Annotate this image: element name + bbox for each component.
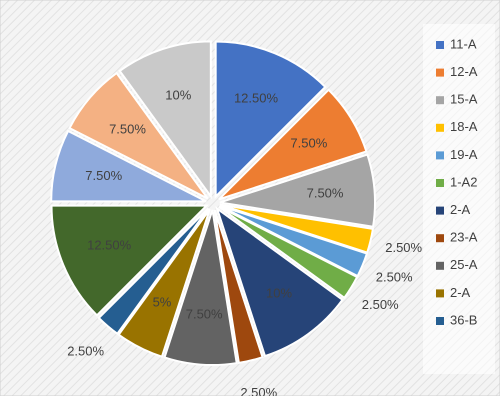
legend-label: 25-A <box>450 257 478 272</box>
data-label: 7.50% <box>85 168 122 183</box>
pie-slice <box>219 153 376 228</box>
legend-swatch <box>436 96 444 105</box>
pie-slice <box>214 40 327 199</box>
data-label: 5% <box>153 295 172 310</box>
data-label: 2.50% <box>376 269 413 284</box>
legend-box <box>423 24 495 374</box>
legend-label: 23-A <box>450 230 478 245</box>
pie-slice <box>215 206 344 358</box>
legend-swatch <box>436 151 444 160</box>
data-label: 2.50% <box>240 385 277 396</box>
pie-slice <box>219 203 375 254</box>
pie-slice <box>219 204 369 278</box>
data-label: 7.50% <box>307 186 344 201</box>
pie-slice <box>117 208 211 358</box>
legend-swatch <box>436 123 444 132</box>
pie-slice <box>213 209 264 365</box>
data-label: 7.50% <box>186 306 223 321</box>
pie-slice <box>163 209 238 366</box>
legend-swatch <box>436 261 444 270</box>
legend-label: 36-B <box>450 312 477 327</box>
data-label: 7.50% <box>290 136 327 151</box>
legend-swatch <box>436 234 444 243</box>
legend-swatch <box>436 206 444 215</box>
legend-label: 1-A2 <box>450 174 477 189</box>
pie-slice <box>118 40 212 200</box>
data-label: 2.50% <box>67 344 104 359</box>
legend-label: 18-A <box>450 119 478 134</box>
data-label: 12.50% <box>234 91 279 106</box>
legend-label: 2-A <box>450 202 471 217</box>
pie-slice <box>97 207 210 336</box>
pie-slice <box>218 88 368 201</box>
pie-slice <box>68 71 209 200</box>
pie-slice <box>50 204 209 317</box>
pie-slice <box>50 129 207 203</box>
data-label: 2.50% <box>362 297 399 312</box>
pie-slice <box>218 205 359 300</box>
legend-swatch <box>436 68 444 77</box>
data-label: 7.50% <box>109 121 146 136</box>
legend-swatch <box>436 179 444 187</box>
legend-swatch <box>436 289 444 298</box>
legend-label: 11-A <box>450 36 477 51</box>
data-label: 10% <box>165 88 191 103</box>
data-label: 12.50% <box>87 237 132 252</box>
legend-swatch <box>436 41 444 49</box>
data-label: 10% <box>266 285 292 300</box>
legend-label: 2-A <box>450 285 471 300</box>
legend-label: 19-A <box>450 147 478 162</box>
legend-swatch <box>436 317 444 325</box>
data-label: 2.50% <box>385 240 422 255</box>
legend-label: 15-A <box>450 92 478 107</box>
legend-label: 12-A <box>450 64 478 79</box>
